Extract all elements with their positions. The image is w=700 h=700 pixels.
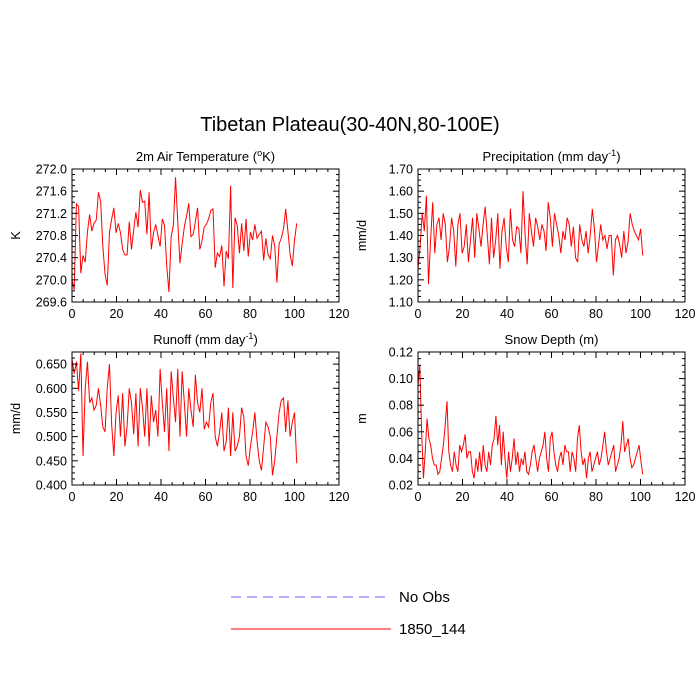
x-tick-label: 120 <box>329 490 350 504</box>
y-tick-label: 1.40 <box>389 229 413 243</box>
y-tick-label: 0.12 <box>389 346 413 360</box>
y-tick-label: 0.400 <box>36 479 67 493</box>
x-tick-label: 20 <box>456 307 470 321</box>
y-axis-label: mm/d <box>355 220 369 251</box>
y-tick-label: 0.450 <box>36 454 67 468</box>
y-tick-label: 1.50 <box>389 207 413 221</box>
panel-title: Snow Depth (m) <box>505 332 599 347</box>
x-tick-label: 100 <box>284 307 305 321</box>
panel-title: Precipitation (mm day-1) <box>482 148 620 164</box>
y-tick-label: 270.4 <box>36 251 67 265</box>
legend-label: No Obs <box>399 589 450 606</box>
x-tick-label: 40 <box>500 307 514 321</box>
panel-title: Runoff (mm day-1) <box>153 331 258 347</box>
x-tick-label: 20 <box>110 307 124 321</box>
x-tick-label: 60 <box>545 307 559 321</box>
y-tick-label: 0.08 <box>389 399 413 413</box>
x-tick-label: 60 <box>545 490 559 504</box>
y-tick-label: 1.20 <box>389 273 413 287</box>
chart-panel-1: 2m Air Temperature (oK) 0 20 40 60 80 100 120 26… <box>9 148 349 321</box>
panel-title: 2m Air Temperature (oK) <box>136 148 275 164</box>
y-tick-label: 271.2 <box>36 207 67 221</box>
x-tick-label: 0 <box>415 307 422 321</box>
y-tick-label: 0.04 <box>389 452 413 466</box>
y-tick-label: 1.30 <box>389 251 413 265</box>
series-line-1850-144 <box>417 191 644 285</box>
x-tick-label: 20 <box>110 490 124 504</box>
y-tick-label: 0.500 <box>36 430 67 444</box>
axes-frame <box>71 168 340 303</box>
y-tick-label: 272.0 <box>36 163 67 177</box>
series-line-1850-144 <box>417 365 644 479</box>
x-tick-label: 40 <box>154 307 168 321</box>
x-tick-label: 0 <box>69 490 76 504</box>
legend-label: 1850_144 <box>399 621 466 638</box>
x-tick-label: 0 <box>415 490 422 504</box>
chart-panel-3: Runoff (mm day-1) 0 20 40 60 80 100 120 0.400 0.4… <box>9 331 349 504</box>
x-tick-label: 40 <box>500 490 514 504</box>
x-tick-label: 100 <box>284 490 305 504</box>
y-tick-label: 1.10 <box>389 296 413 310</box>
x-tick-label: 100 <box>630 307 651 321</box>
y-axis-label: mm/d <box>9 403 23 434</box>
y-tick-label: 271.6 <box>36 185 67 199</box>
y-tick-label: 0.600 <box>36 382 67 396</box>
x-tick-label: 60 <box>199 490 213 504</box>
x-tick-label: 100 <box>630 490 651 504</box>
y-tick-label: 1.60 <box>389 185 413 199</box>
x-tick-label: 80 <box>243 490 257 504</box>
chart-panel-4: Snow Depth (m) 0 20 40 60 80 100 120 0.02 0.04 0.0… <box>355 332 695 504</box>
y-tick-label: 0.06 <box>389 425 413 439</box>
x-tick-label: 80 <box>243 307 257 321</box>
y-tick-label: 269.6 <box>36 296 67 310</box>
x-tick-label: 120 <box>675 490 696 504</box>
x-tick-label: 20 <box>456 490 470 504</box>
chart-panels: 2m Air Temperature (oK) 0 20 40 60 80 100 120 26… <box>9 148 695 504</box>
chart-panel-2: Precipitation (mm day-1) 0 20 40 60 80 100 120 1… <box>355 148 695 321</box>
series-line-1850-144 <box>71 353 298 476</box>
series-line-1850-144 <box>71 177 298 293</box>
y-tick-label: 0.10 <box>389 372 413 386</box>
y-tick-label: 270.0 <box>36 273 67 287</box>
axes-frame <box>71 351 340 486</box>
x-tick-label: 40 <box>154 490 168 504</box>
y-tick-label: 0.650 <box>36 358 67 372</box>
figure-title: Tibetan Plateau(30-40N,80-100E) <box>200 114 499 136</box>
x-tick-label: 80 <box>589 307 603 321</box>
legend: No Obs 1850_144 <box>231 589 466 638</box>
x-tick-label: 80 <box>589 490 603 504</box>
y-tick-label: 0.02 <box>389 479 413 493</box>
y-tick-label: 1.70 <box>389 163 413 177</box>
y-tick-label: 0.550 <box>36 406 67 420</box>
x-tick-label: 120 <box>675 307 696 321</box>
y-tick-label: 270.8 <box>36 229 67 243</box>
y-axis-label: m <box>355 413 369 423</box>
x-tick-label: 120 <box>329 307 350 321</box>
x-tick-label: 60 <box>199 307 213 321</box>
y-axis-label: K <box>9 231 23 240</box>
x-tick-label: 0 <box>69 307 76 321</box>
